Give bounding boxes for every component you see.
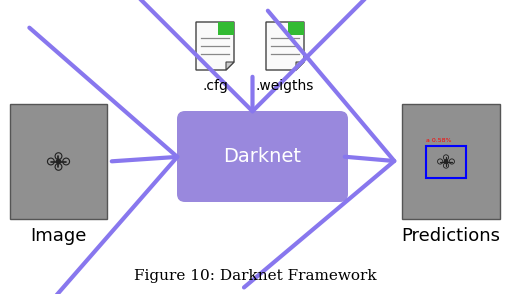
Text: .cfg: .cfg: [202, 79, 228, 93]
Bar: [10, 104, 107, 219]
Text: a 0.58%: a 0.58%: [425, 138, 450, 143]
Bar: [288, 22, 303, 35]
Text: .weigths: .weigths: [256, 79, 314, 93]
Bar: [217, 22, 234, 35]
Text: Predictions: Predictions: [401, 227, 499, 245]
Bar: [425, 146, 465, 178]
Text: Figure 10: Darknet Framework: Figure 10: Darknet Framework: [133, 269, 376, 283]
Text: Image: Image: [30, 227, 87, 245]
Polygon shape: [195, 22, 234, 70]
FancyBboxPatch shape: [177, 111, 347, 202]
Circle shape: [56, 159, 61, 164]
Text: Darknet: Darknet: [223, 147, 301, 166]
Bar: [401, 104, 499, 219]
Polygon shape: [295, 62, 303, 70]
Polygon shape: [225, 62, 234, 70]
Circle shape: [443, 160, 447, 163]
Polygon shape: [266, 22, 303, 70]
